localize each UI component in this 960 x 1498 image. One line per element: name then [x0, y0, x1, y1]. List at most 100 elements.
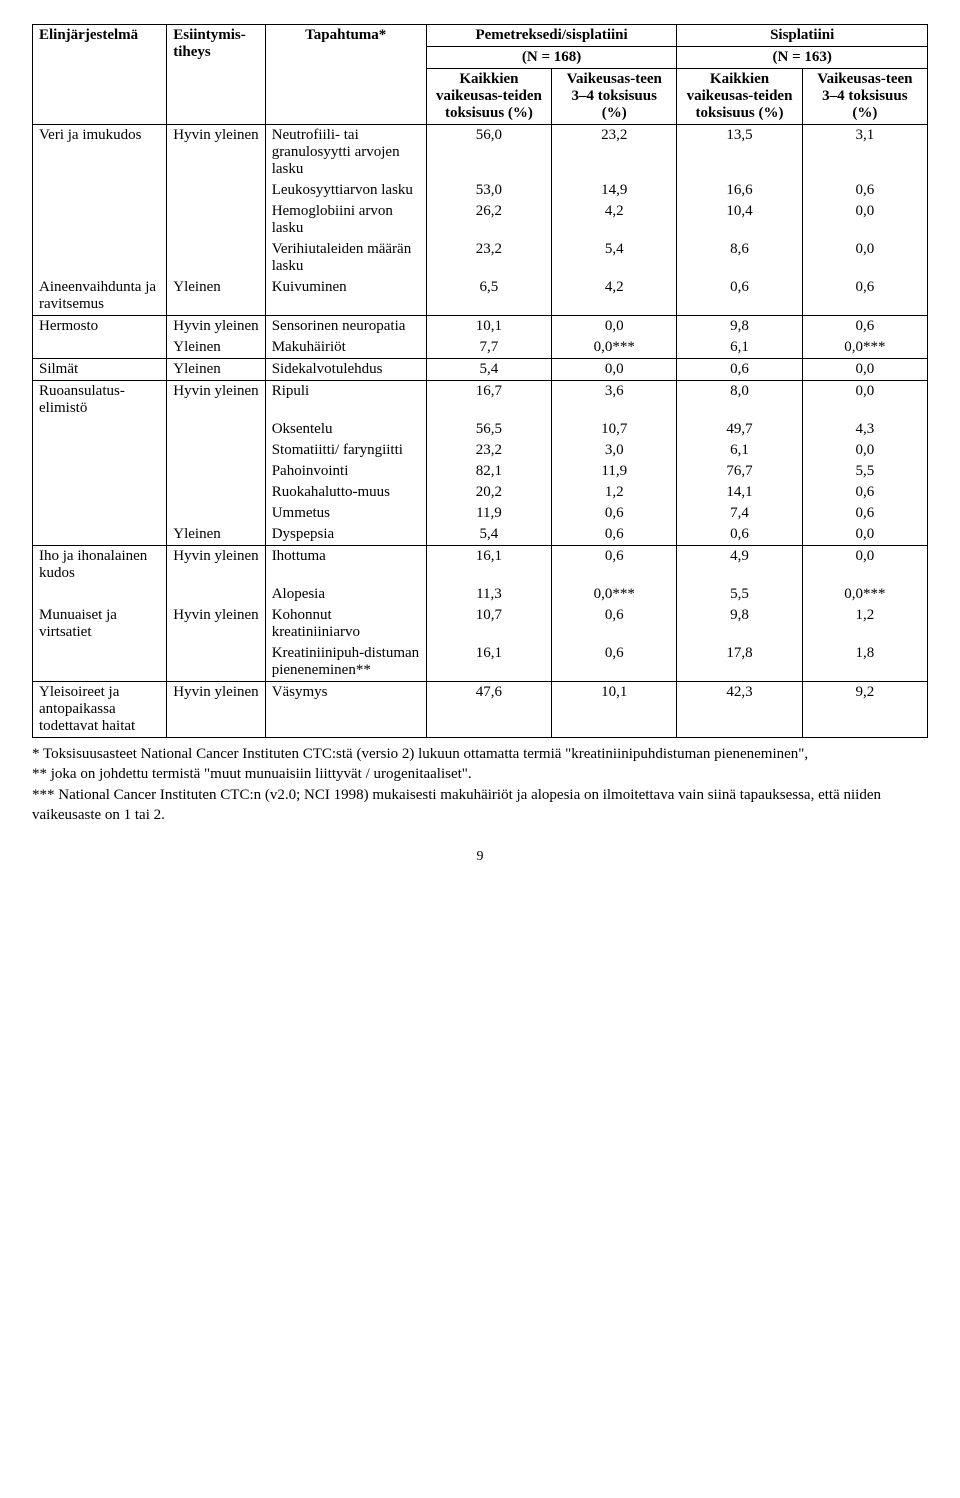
- cell-frequency: [167, 201, 265, 239]
- cell-b-34: 0,0: [802, 239, 927, 277]
- col-a-34: Vaikeusas-teen 3–4 toksisuus (%): [552, 69, 677, 125]
- table-row: Iho ja ihonalainen kudosHyvin yleinenIho…: [33, 546, 928, 585]
- cell-system: Hermosto: [33, 316, 167, 338]
- table-header: Elinjärjestelmä Esiintymis-tiheys Tapaht…: [33, 25, 928, 125]
- cell-b-34: 0,6: [802, 316, 927, 338]
- cell-a-34: 10,7: [552, 419, 677, 440]
- footnote: *** National Cancer Instituten CTC:n (v2…: [32, 785, 928, 826]
- table-row: SilmätYleinenSidekalvotulehdus5,40,00,60…: [33, 359, 928, 381]
- cell-event: Neutrofiili- tai granulosyytti arvojen l…: [265, 125, 426, 181]
- col-event: Tapahtuma*: [265, 25, 426, 125]
- cell-event: Väsymys: [265, 682, 426, 738]
- cell-system: Iho ja ihonalainen kudos: [33, 546, 167, 585]
- cell-event: Ummetus: [265, 503, 426, 524]
- cell-frequency: Hyvin yleinen: [167, 605, 265, 643]
- cell-frequency: [167, 482, 265, 503]
- cell-b-all: 0,6: [677, 277, 802, 316]
- cell-b-34: 0,6: [802, 503, 927, 524]
- table-row: Hemoglobiini arvon lasku26,24,210,40,0: [33, 201, 928, 239]
- footnote: ** joka on johdettu termistä "muut munua…: [32, 764, 928, 784]
- cell-a-all: 10,1: [426, 316, 551, 338]
- cell-b-34: 1,2: [802, 605, 927, 643]
- cell-a-all: 20,2: [426, 482, 551, 503]
- table-row: Pahoinvointi82,111,976,75,5: [33, 461, 928, 482]
- cell-event: Oksentelu: [265, 419, 426, 440]
- cell-system: [33, 419, 167, 440]
- col-a-all: Kaikkien vaikeusas-teiden toksisuus (%): [426, 69, 551, 125]
- table-row: Ummetus11,90,67,40,6: [33, 503, 928, 524]
- cell-b-34: 0,0: [802, 524, 927, 546]
- cell-a-34: 4,2: [552, 201, 677, 239]
- cell-a-all: 56,0: [426, 125, 551, 181]
- cell-frequency: [167, 440, 265, 461]
- col-b-all: Kaikkien vaikeusas-teiden toksisuus (%): [677, 69, 802, 125]
- table-row: Kreatiniinipuh-distuman pieneneminen**16…: [33, 643, 928, 682]
- cell-b-34: 9,2: [802, 682, 927, 738]
- cell-frequency: [167, 503, 265, 524]
- cell-a-34: 4,2: [552, 277, 677, 316]
- cell-b-all: 10,4: [677, 201, 802, 239]
- cell-b-all: 6,1: [677, 440, 802, 461]
- table-row: Veri ja imukudosHyvin yleinenNeutrofiili…: [33, 125, 928, 181]
- cell-b-all: 76,7: [677, 461, 802, 482]
- cell-system: Yleisoireet ja antopaikassa todettavat h…: [33, 682, 167, 738]
- cell-system: [33, 461, 167, 482]
- cell-a-all: 53,0: [426, 180, 551, 201]
- footnotes: * Toksisuusasteet National Cancer Instit…: [32, 744, 928, 825]
- col-frequency: Esiintymis-tiheys: [167, 25, 265, 125]
- cell-frequency: Yleinen: [167, 277, 265, 316]
- cell-b-all: 7,4: [677, 503, 802, 524]
- cell-event: Alopesia: [265, 584, 426, 605]
- cell-system: [33, 503, 167, 524]
- cell-frequency: [167, 239, 265, 277]
- cell-b-34: 0,0***: [802, 584, 927, 605]
- cell-frequency: [167, 180, 265, 201]
- cell-b-all: 5,5: [677, 584, 802, 605]
- cell-b-all: 49,7: [677, 419, 802, 440]
- col-group-b: Sisplatiini: [677, 25, 928, 47]
- cell-a-all: 7,7: [426, 337, 551, 359]
- table-row: YleinenDyspepsia5,40,60,60,0: [33, 524, 928, 546]
- cell-event: Sensorinen neuropatia: [265, 316, 426, 338]
- cell-system: Munuaiset ja virtsatiet: [33, 605, 167, 643]
- cell-frequency: Yleinen: [167, 359, 265, 381]
- cell-a-all: 5,4: [426, 359, 551, 381]
- cell-system: [33, 201, 167, 239]
- cell-event: Dyspepsia: [265, 524, 426, 546]
- cell-a-all: 16,7: [426, 381, 551, 420]
- cell-a-all: 56,5: [426, 419, 551, 440]
- cell-frequency: Hyvin yleinen: [167, 381, 265, 420]
- table-row: Leukosyyttiarvon lasku53,014,916,60,6: [33, 180, 928, 201]
- cell-b-all: 0,6: [677, 359, 802, 381]
- cell-event: Makuhäiriöt: [265, 337, 426, 359]
- footnote: * Toksisuusasteet National Cancer Instit…: [32, 744, 928, 764]
- cell-b-all: 14,1: [677, 482, 802, 503]
- cell-system: [33, 524, 167, 546]
- cell-a-34: 0,0***: [552, 584, 677, 605]
- cell-a-all: 23,2: [426, 440, 551, 461]
- cell-b-all: 9,8: [677, 316, 802, 338]
- cell-a-all: 23,2: [426, 239, 551, 277]
- cell-frequency: [167, 461, 265, 482]
- cell-system: [33, 180, 167, 201]
- cell-b-34: 0,0: [802, 440, 927, 461]
- cell-frequency: Hyvin yleinen: [167, 546, 265, 585]
- col-b-34: Vaikeusas-teen 3–4 toksisuus (%): [802, 69, 927, 125]
- cell-a-all: 26,2: [426, 201, 551, 239]
- table-row: Alopesia11,30,0***5,50,0***: [33, 584, 928, 605]
- cell-event: Sidekalvotulehdus: [265, 359, 426, 381]
- cell-a-all: 16,1: [426, 546, 551, 585]
- cell-b-34: 0,0***: [802, 337, 927, 359]
- cell-event: Ihottuma: [265, 546, 426, 585]
- cell-b-34: 0,0: [802, 381, 927, 420]
- cell-a-34: 11,9: [552, 461, 677, 482]
- cell-b-all: 0,6: [677, 524, 802, 546]
- cell-b-34: 0,6: [802, 180, 927, 201]
- cell-a-34: 0,0: [552, 316, 677, 338]
- cell-system: [33, 584, 167, 605]
- cell-a-all: 11,3: [426, 584, 551, 605]
- adverse-events-table: Elinjärjestelmä Esiintymis-tiheys Tapaht…: [32, 24, 928, 738]
- cell-frequency: [167, 419, 265, 440]
- cell-frequency: Hyvin yleinen: [167, 316, 265, 338]
- cell-a-34: 0,6: [552, 643, 677, 682]
